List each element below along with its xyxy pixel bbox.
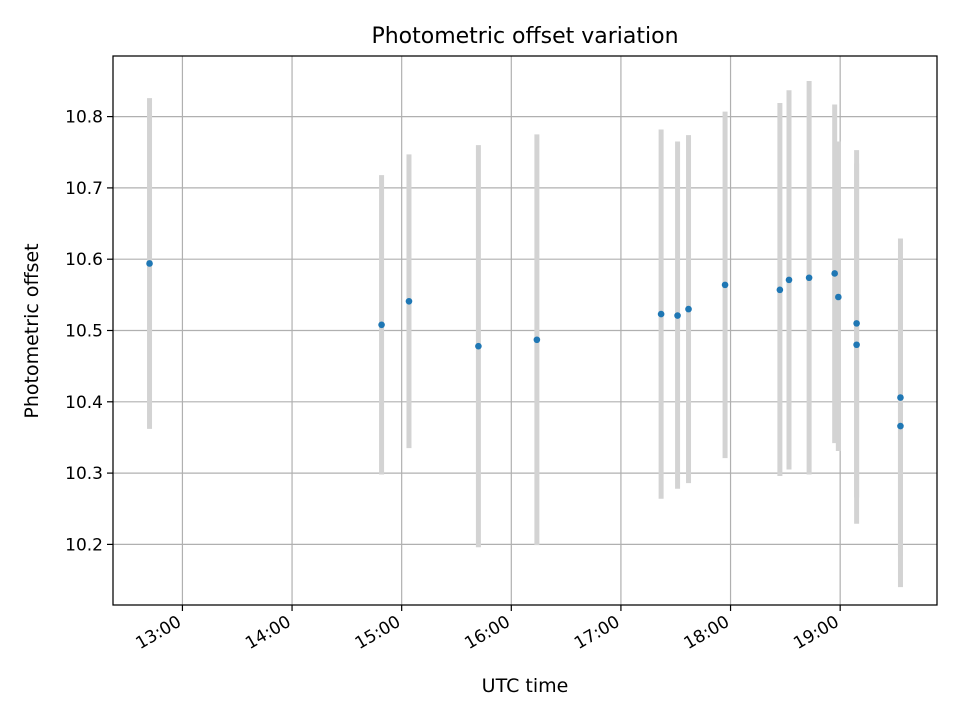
data-point <box>475 342 482 350</box>
data-point <box>721 281 729 289</box>
y-axis-label: Photometric offset <box>21 243 43 418</box>
x-tick-label: 19:00 <box>790 612 842 654</box>
x-tick-label: 16:00 <box>461 612 513 654</box>
x-tick-label: 17:00 <box>571 612 623 654</box>
x-tick-label: 13:00 <box>132 612 184 654</box>
y-tick-label: 10.6 <box>65 250 103 270</box>
y-tick-label: 10.7 <box>65 179 103 199</box>
data-point <box>831 270 838 277</box>
y-tick-label: 10.2 <box>65 535 103 555</box>
data-point <box>897 422 904 430</box>
y-tick-label: 10.5 <box>65 322 103 342</box>
y-axis-ticks: 10.2 10.3 10.4 10.5 10.6 10.7 10.8 <box>65 108 113 555</box>
data-point <box>146 260 153 267</box>
y-tick-label: 10.4 <box>65 393 103 413</box>
grid <box>113 56 937 605</box>
data-point <box>533 336 541 344</box>
chart-title: Photometric offset variation <box>371 24 678 49</box>
data-point <box>805 274 813 282</box>
x-tick-label: 15:00 <box>352 612 404 654</box>
x-tick-label: 18:00 <box>681 612 733 654</box>
data-point <box>785 276 793 284</box>
data-points <box>146 260 904 430</box>
x-axis-label: UTC time <box>482 675 569 697</box>
data-point <box>835 293 842 301</box>
data-point <box>853 320 860 327</box>
error-bars <box>147 80 903 588</box>
data-point <box>674 312 681 319</box>
data-point <box>378 321 385 329</box>
data-point <box>405 297 413 305</box>
data-point <box>685 305 692 313</box>
data-point <box>897 394 904 401</box>
data-point <box>853 341 860 349</box>
data-point <box>776 286 784 294</box>
y-tick-label: 10.3 <box>65 464 103 484</box>
x-axis-ticks: 13:00 14:00 15:00 16:00 17:00 18:00 19:00 <box>132 605 843 654</box>
y-tick-label: 10.8 <box>65 108 103 128</box>
x-tick-label: 14:00 <box>242 612 294 654</box>
data-point <box>657 310 665 318</box>
